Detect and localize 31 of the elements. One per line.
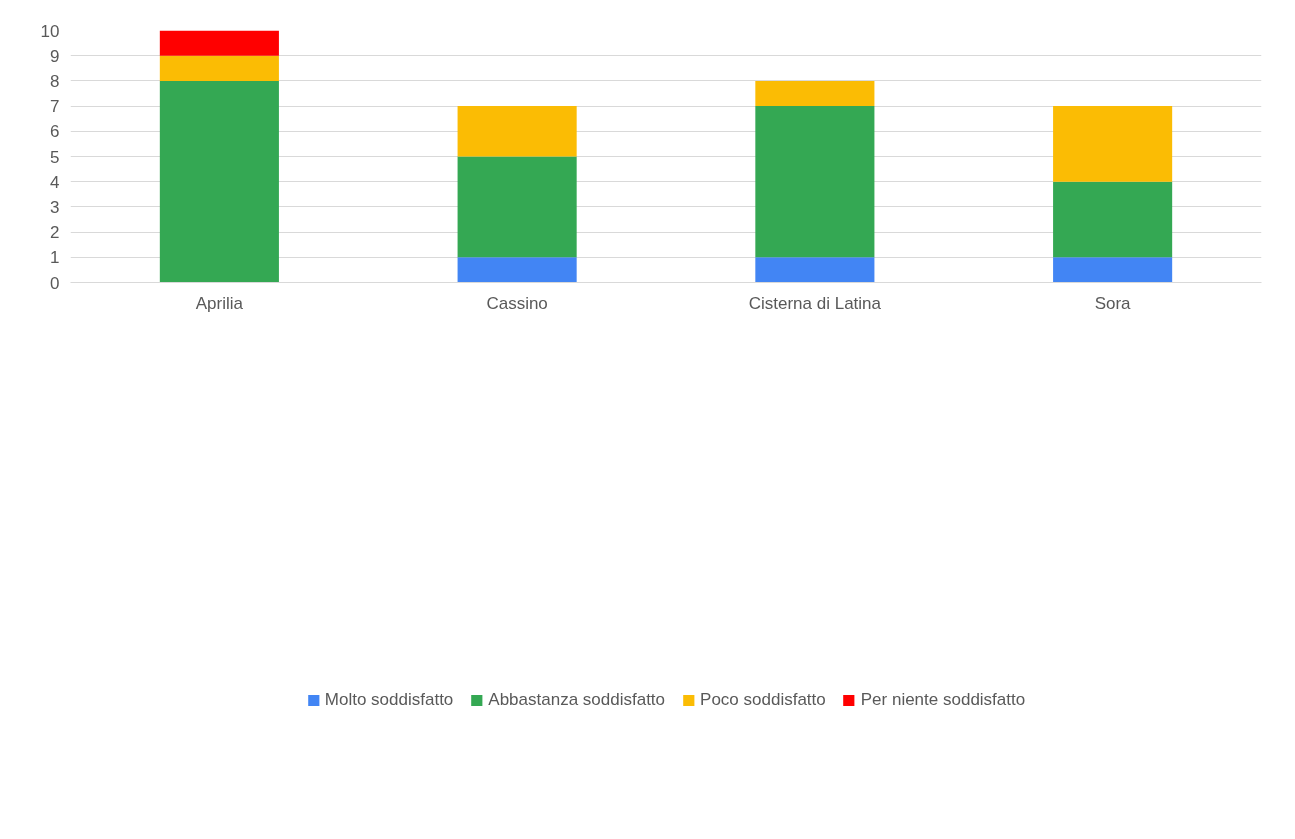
bar <box>457 106 577 157</box>
y-tick-label: 9 <box>50 46 60 66</box>
y-tick-label: 2 <box>50 223 60 243</box>
bar <box>755 106 875 258</box>
y-tick-label: 8 <box>50 71 60 91</box>
x-tick-label: Cisterna di Latina <box>748 293 882 313</box>
bar <box>159 55 279 81</box>
bar <box>159 80 279 283</box>
legend-label: Poco soddisfatto <box>700 690 826 710</box>
y-tick-label: 7 <box>50 97 60 117</box>
y-tick-label: 3 <box>50 197 60 217</box>
y-tick-label: 6 <box>50 122 60 142</box>
y-tick-label: 10 <box>40 21 60 41</box>
legend-label: Per niente soddisfatto <box>860 690 1026 710</box>
bar <box>1053 257 1173 283</box>
bar <box>755 80 875 107</box>
bar <box>159 30 279 56</box>
y-tick-label: 4 <box>50 172 60 192</box>
legend-label: Molto soddisfatto <box>324 690 454 710</box>
bar <box>457 257 577 283</box>
x-tick-label: Cassino <box>486 293 548 313</box>
x-tick-label: Aprilia <box>195 293 244 313</box>
y-tick-label: 5 <box>50 147 60 167</box>
y-tick-label: 0 <box>50 273 60 293</box>
x-tick-label: Sora <box>1094 293 1132 313</box>
bar <box>457 156 577 258</box>
bar <box>1053 106 1173 182</box>
legend-label: Abbastanza soddisfatto <box>488 690 666 710</box>
bar <box>755 257 875 283</box>
y-tick-label: 1 <box>50 248 60 268</box>
bar <box>1053 181 1173 258</box>
